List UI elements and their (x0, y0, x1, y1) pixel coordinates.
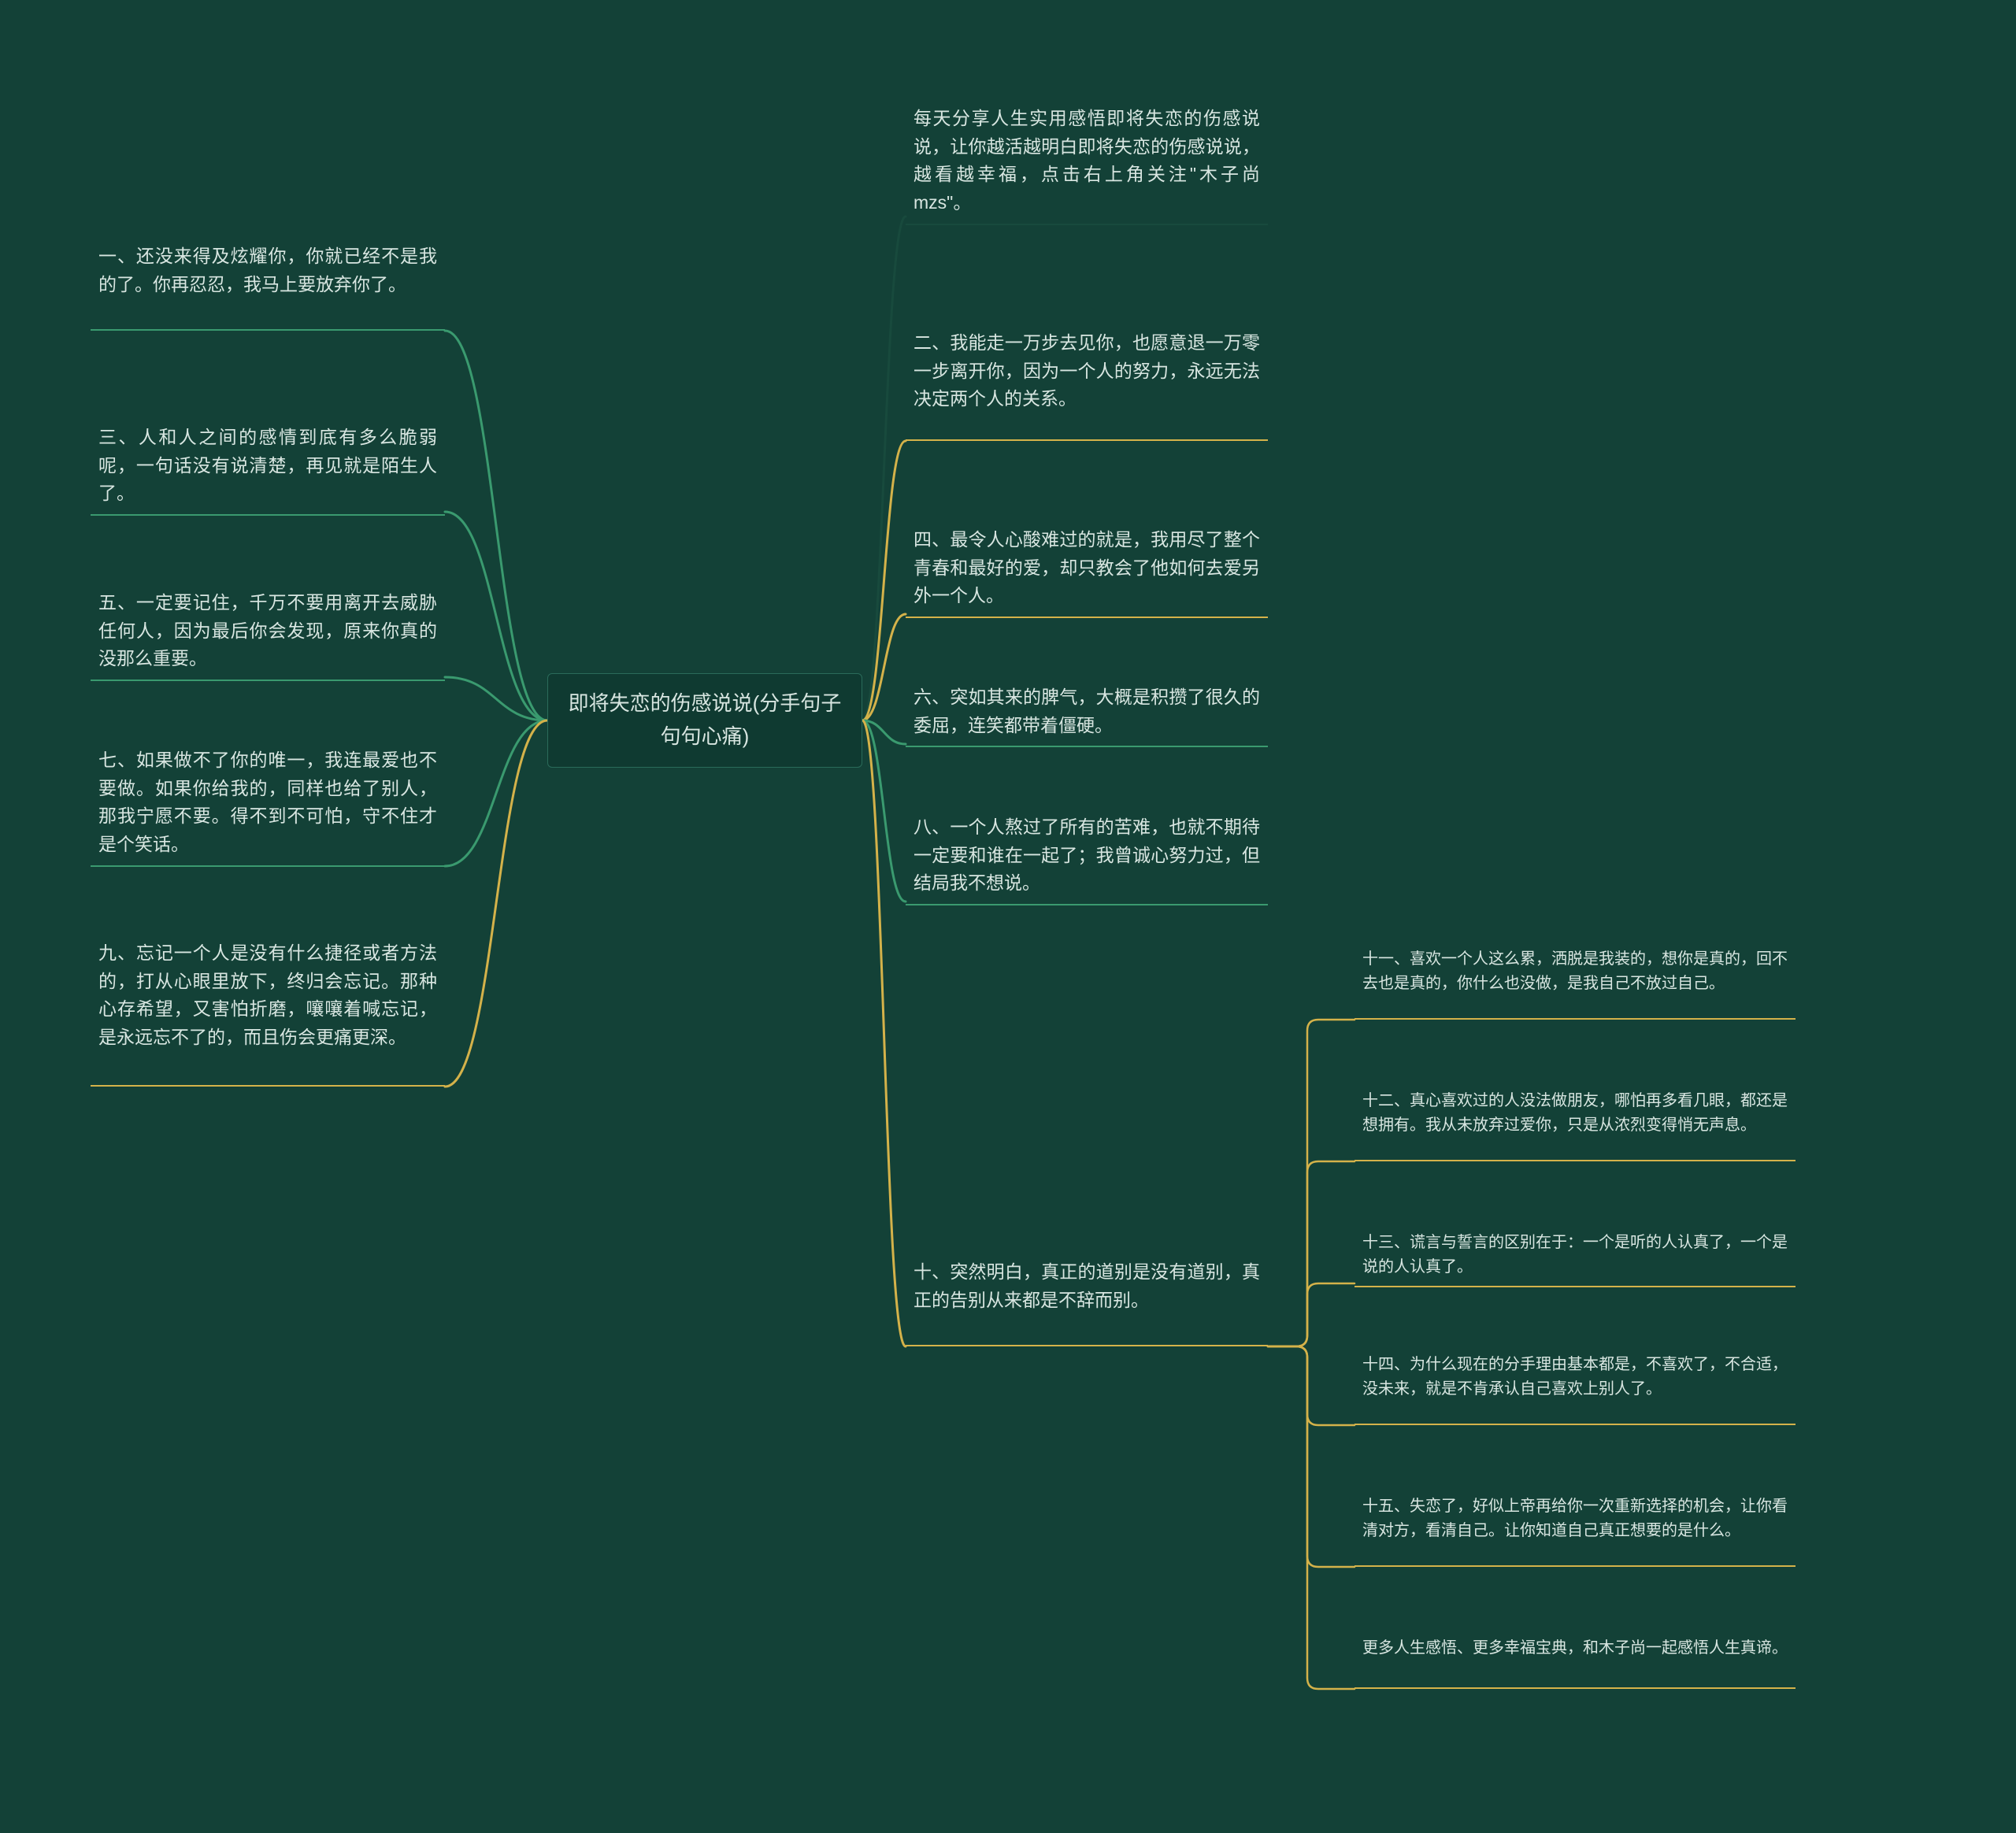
branch-l1-underline (91, 329, 445, 331)
subnode-s4[interactable]: 十四、为什么现在的分手理由基本都是，不喜欢了，不合适，没未来，就是不肯承认自己喜… (1354, 1346, 1796, 1425)
branch-l1-text: 一、还没来得及炫耀你，你就已经不是我的了。你再忍忍，我马上要放弃你了。 (98, 246, 437, 294)
branch-r2[interactable]: 二、我能走一万步去见你，也愿意退一万零一步离开你，因为一个人的努力，永远无法决定… (906, 323, 1268, 441)
branch-l3-text: 五、一定要记住，千万不要用离开去威胁任何人，因为最后你会发现，原来你真的没那么重… (98, 592, 437, 668)
branch-l5-underline (91, 1085, 445, 1087)
subnode-s5-underline (1354, 1565, 1796, 1567)
branch-l3-underline (91, 680, 445, 681)
subnode-s5[interactable]: 十五、失恋了，好似上帝再给你一次重新选择的机会，让你看清对方，看清自己。让你知道… (1354, 1488, 1796, 1567)
branch-r1[interactable]: 每天分享人生实用感悟即将失恋的伤感说说，让你越活越明白即将失恋的伤感说说，越看越… (906, 98, 1268, 225)
branch-l4-text: 七、如果做不了你的唯一，我连最爱也不要做。如果你给我的，同样也给了别人，那我宁愿… (98, 750, 437, 854)
subnode-s1-text: 十一、喜欢一个人这么累，洒脱是我装的，想你是真的，回不去也是真的，你什么也没做，… (1362, 950, 1788, 992)
branch-r1-text: 每天分享人生实用感悟即将失恋的伤感说说，让你越活越明白即将失恋的伤感说说，越看越… (914, 108, 1260, 213)
branch-l4-underline (91, 865, 445, 867)
branch-r6-text: 十、突然明白，真正的道别是没有道别，真正的告别从来都是不辞而别。 (914, 1261, 1260, 1310)
subnode-s4-underline (1354, 1424, 1796, 1425)
subnode-s2[interactable]: 十二、真心喜欢过的人没法做朋友，哪怕再多看几眼，都还是想拥有。我从未放弃过爱你，… (1354, 1083, 1796, 1161)
branch-r5-text: 八、一个人熬过了所有的苦难，也就不期待一定要和谁在一起了；我曾诚心努力过，但结局… (914, 817, 1260, 893)
branch-r2-text: 二、我能走一万步去见你，也愿意退一万零一步离开你，因为一个人的努力，永远无法决定… (914, 332, 1260, 409)
subnode-s1-underline (1354, 1018, 1796, 1020)
subnode-s2-text: 十二、真心喜欢过的人没法做朋友，哪怕再多看几眼，都还是想拥有。我从未放弃过爱你，… (1362, 1092, 1788, 1134)
subnode-s2-underline (1354, 1160, 1796, 1161)
branch-r2-underline (906, 439, 1268, 441)
branch-r4-underline (906, 746, 1268, 747)
branch-r4[interactable]: 六、突如其来的脾气，大概是积攒了很久的委屈，连笑都带着僵硬。 (906, 677, 1268, 747)
branch-r5-underline (906, 904, 1268, 905)
center-topic-text: 即将失恋的伤感说说(分手句子句句心痛) (564, 687, 846, 753)
branch-r6-underline (906, 1345, 1268, 1346)
branch-l1[interactable]: 一、还没来得及炫耀你，你就已经不是我的了。你再忍忍，我马上要放弃你了。 (91, 236, 445, 331)
branch-r3[interactable]: 四、最令人心酸难过的就是，我用尽了整个青春和最好的爱，却只教会了他如何去爱另外一… (906, 520, 1268, 618)
branch-l4[interactable]: 七、如果做不了你的唯一，我连最爱也不要做。如果你给我的，同样也给了别人，那我宁愿… (91, 740, 445, 867)
subnode-s3-text: 十三、谎言与誓言的区别在于：一个是听的人认真了，一个是说的人认真了。 (1362, 1234, 1788, 1276)
branch-l3[interactable]: 五、一定要记住，千万不要用离开去威胁任何人，因为最后你会发现，原来你真的没那么重… (91, 583, 445, 681)
subnode-s3[interactable]: 十三、谎言与誓言的区别在于：一个是听的人认真了，一个是说的人认真了。 (1354, 1224, 1796, 1287)
center-topic[interactable]: 即将失恋的伤感说说(分手句子句句心痛) (547, 673, 862, 768)
branch-r1-underline (906, 224, 1268, 225)
subnode-s6-text: 更多人生感悟、更多幸福宝典，和木子尚一起感悟人生真谛。 (1362, 1639, 1788, 1657)
branch-l5[interactable]: 九、忘记一个人是没有什么捷径或者方法的，打从心眼里放下，终归会忘记。那种心存希望… (91, 933, 445, 1087)
branch-r5[interactable]: 八、一个人熬过了所有的苦难，也就不期待一定要和谁在一起了；我曾诚心努力过，但结局… (906, 807, 1268, 905)
subnode-s6-underline (1354, 1687, 1796, 1689)
subnode-s5-text: 十五、失恋了，好似上帝再给你一次重新选择的机会，让你看清对方，看清自己。让你知道… (1362, 1498, 1788, 1539)
branch-l2-underline (91, 514, 445, 516)
branch-r3-underline (906, 617, 1268, 618)
branch-r4-text: 六、突如其来的脾气，大概是积攒了很久的委屈，连笑都带着僵硬。 (914, 687, 1260, 735)
subnode-s6[interactable]: 更多人生感悟、更多幸福宝典，和木子尚一起感悟人生真谛。 (1354, 1630, 1796, 1689)
branch-r3-text: 四、最令人心酸难过的就是，我用尽了整个青春和最好的爱，却只教会了他如何去爱另外一… (914, 529, 1260, 605)
branch-r6[interactable]: 十、突然明白，真正的道别是没有道别，真正的告别从来都是不辞而别。 (906, 1252, 1268, 1346)
branch-l5-text: 九、忘记一个人是没有什么捷径或者方法的，打从心眼里放下，终归会忘记。那种心存希望… (98, 942, 437, 1047)
subnode-s1[interactable]: 十一、喜欢一个人这么累，洒脱是我装的，想你是真的，回不去也是真的，你什么也没做，… (1354, 941, 1796, 1020)
branch-l2-text: 三、人和人之间的感情到底有多么脆弱呢，一句话没有说清楚，再见就是陌生人了。 (98, 427, 437, 503)
branch-l2[interactable]: 三、人和人之间的感情到底有多么脆弱呢，一句话没有说清楚，再见就是陌生人了。 (91, 417, 445, 516)
subnode-s3-underline (1354, 1286, 1796, 1287)
subnode-s4-text: 十四、为什么现在的分手理由基本都是，不喜欢了，不合适，没未来，就是不肯承认自己喜… (1362, 1356, 1788, 1398)
